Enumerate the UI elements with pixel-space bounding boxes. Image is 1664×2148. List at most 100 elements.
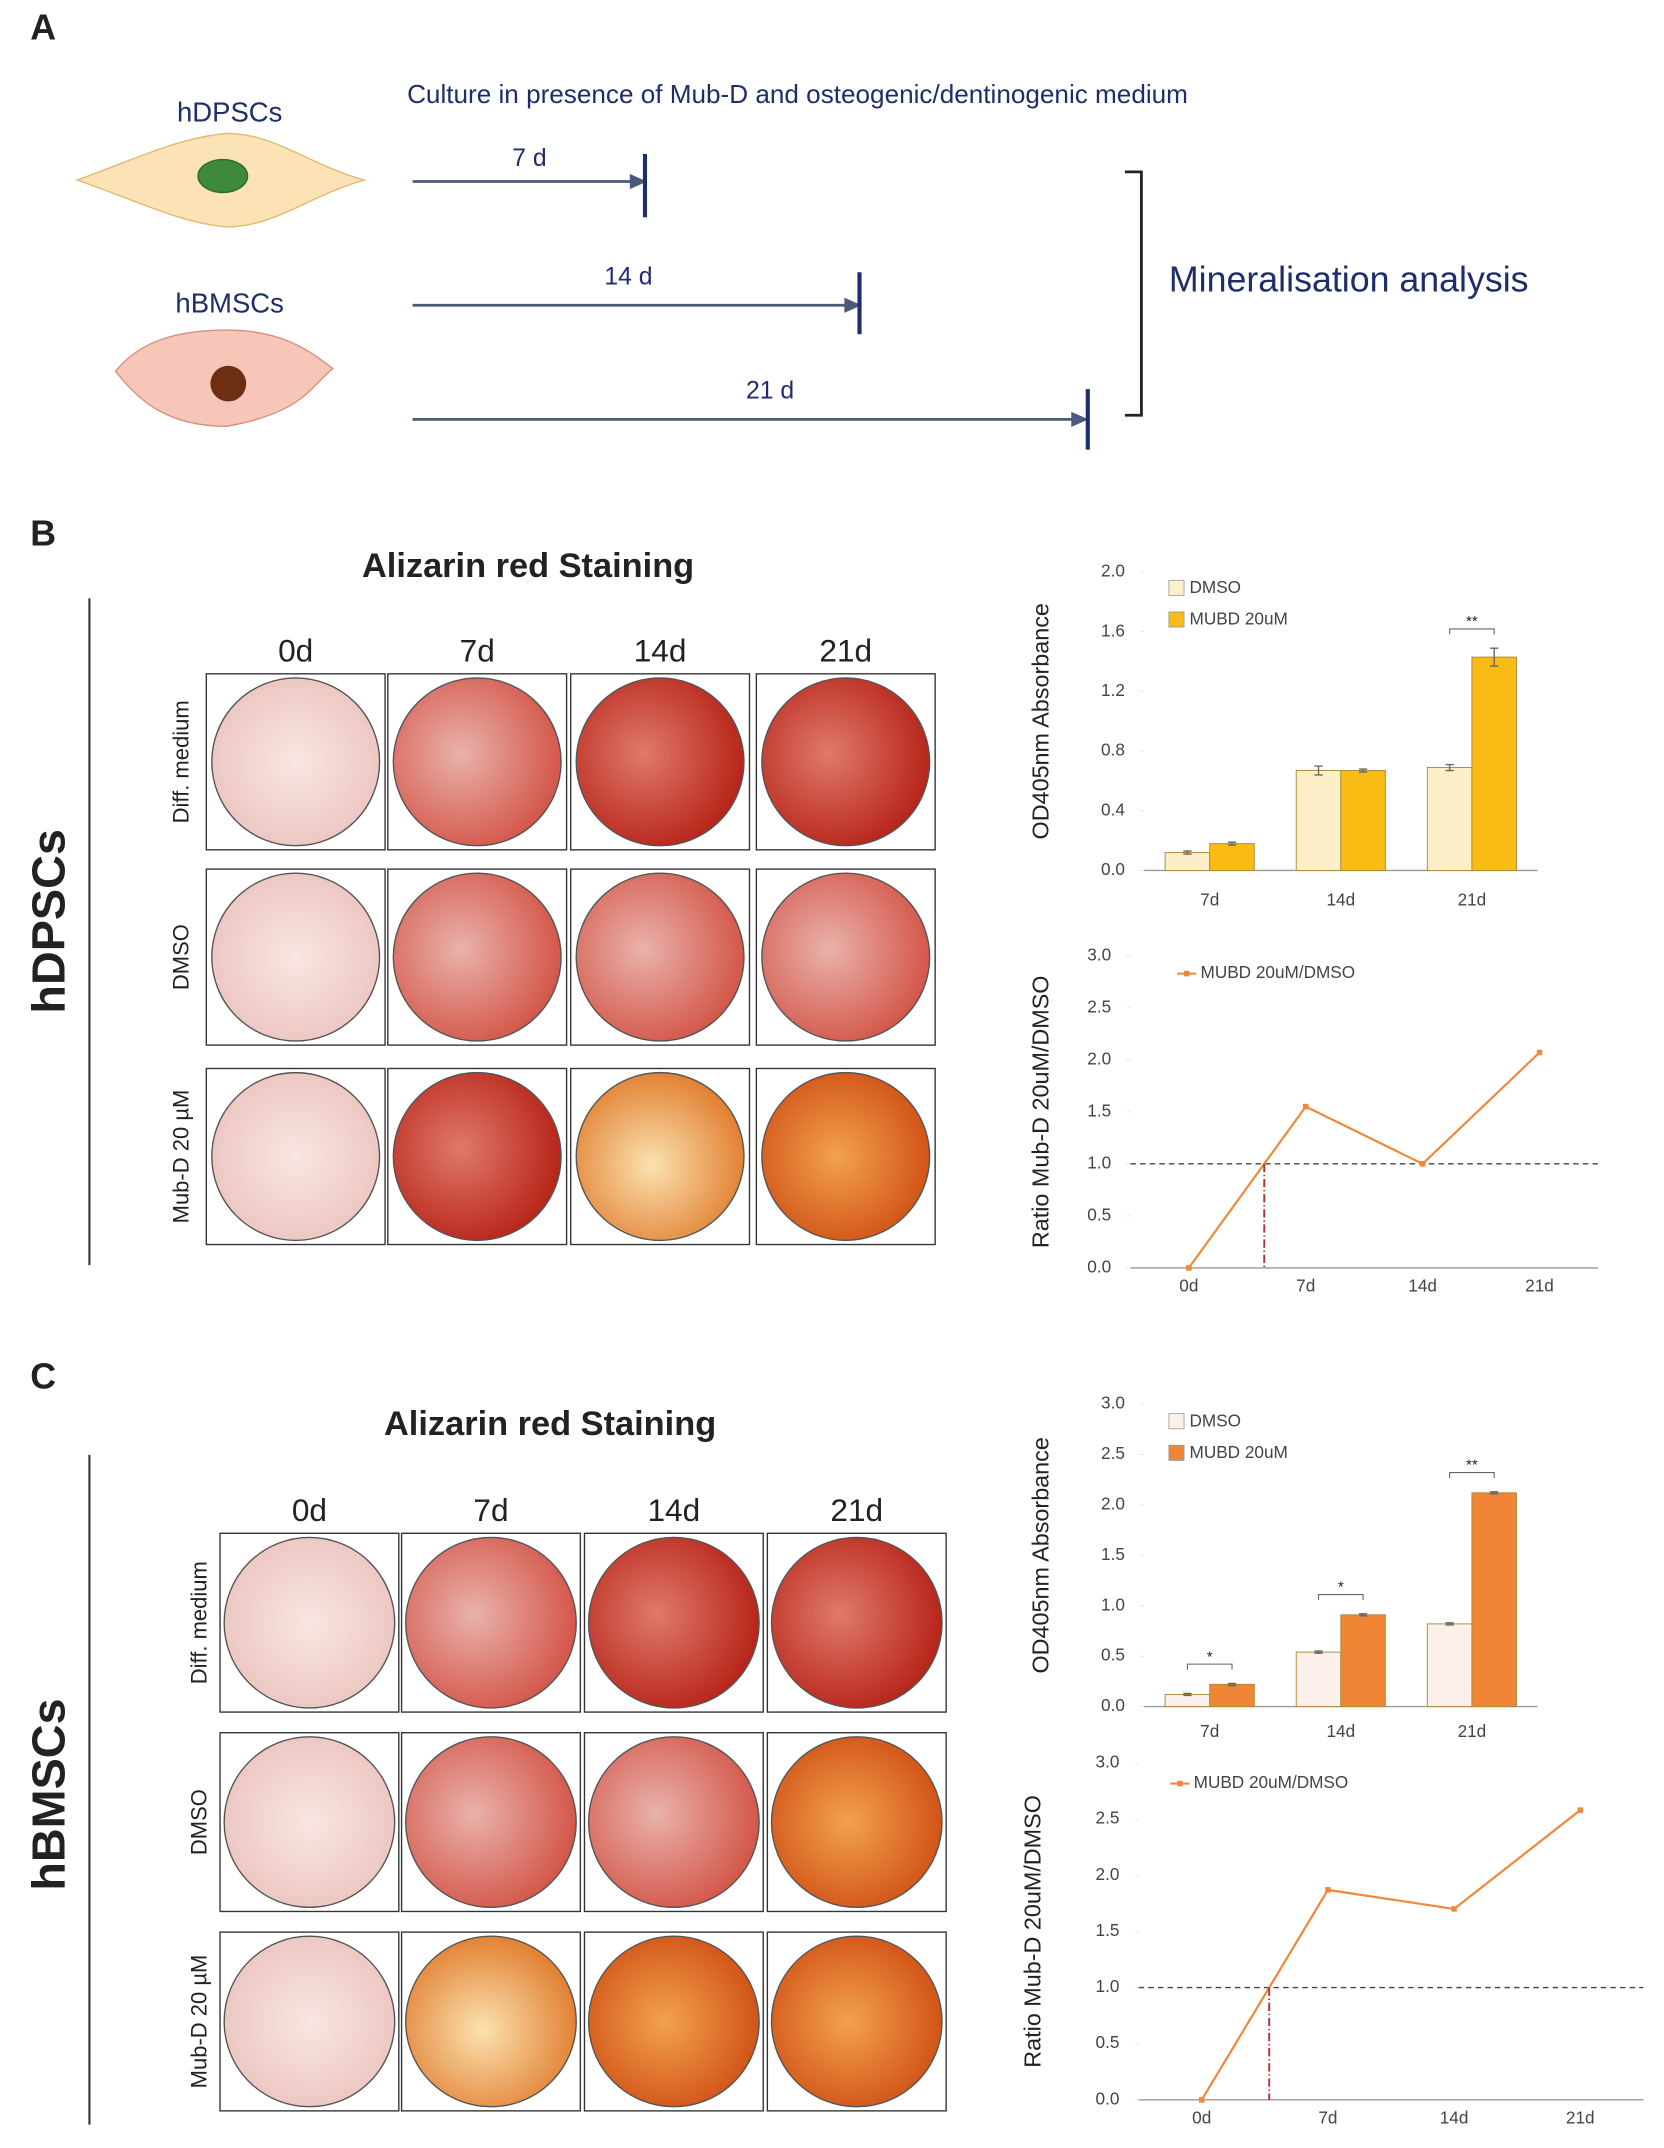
y-tick-label: 1.5 [1101, 1544, 1125, 1564]
y-tick-label: 0.0 [1087, 1256, 1111, 1276]
bracket [1124, 170, 1143, 417]
y-tick-label: 2.5 [1096, 1808, 1120, 1828]
y-tick-label: 1.0 [1087, 1152, 1111, 1172]
cell-type: hDPSCs [177, 96, 282, 127]
x-tick-label: 0d [1192, 2108, 1211, 2128]
well [575, 1071, 745, 1242]
error-bar [1314, 765, 1323, 776]
staining-title: Alizarin red Staining [362, 547, 694, 585]
cell-type: hBMSCs [23, 1698, 75, 1890]
column-header: 14d [647, 1492, 700, 1528]
well [211, 1071, 381, 1242]
error-bar [1358, 768, 1368, 773]
well [770, 1536, 943, 1709]
y-tick-label: 0.5 [1096, 2032, 1120, 2052]
bar [1295, 1651, 1342, 1708]
significance-bracket [1186, 1663, 1233, 1670]
y-tick-label: 2.0 [1096, 1864, 1120, 1884]
y-tick-label: 3.0 [1101, 1393, 1125, 1413]
bar [1209, 1683, 1255, 1708]
y-tick-label: 1.0 [1101, 1594, 1125, 1614]
legend-label: DMSO [1190, 577, 1242, 597]
well [392, 1071, 562, 1242]
error-bar [1445, 763, 1454, 772]
well [575, 872, 745, 1042]
bar [1426, 767, 1473, 871]
y-tick-label: 2.0 [1101, 1493, 1125, 1513]
well [405, 1536, 577, 1709]
y-tick-label: 1.0 [1096, 1976, 1120, 1996]
bar [1471, 656, 1517, 871]
point [1302, 1103, 1309, 1110]
y-tick-label: 0.4 [1101, 799, 1125, 819]
well [761, 1071, 931, 1242]
y-axis-label: Ratio Mub-D 20uM/DMSO [1028, 976, 1054, 1249]
point [1451, 1906, 1457, 1912]
point [1198, 2097, 1205, 2103]
error-bar [1227, 1682, 1237, 1687]
nucleus [210, 365, 247, 402]
y-tick-label: 1.5 [1096, 1920, 1120, 1940]
bar [1209, 843, 1255, 871]
error-bar [1490, 1491, 1499, 1495]
column-header: 7d [473, 1492, 508, 1528]
well [575, 677, 745, 847]
well [211, 872, 381, 1042]
outcome: Mineralisation analysis [1169, 259, 1529, 299]
error-bar [1183, 1692, 1192, 1697]
x-tick-label: 7d [1200, 1721, 1219, 1741]
legend-swatch [1168, 579, 1185, 596]
y-tick-label: 2.5 [1087, 996, 1111, 1016]
x-tick-label: 14d [1326, 889, 1355, 909]
significance-label: * [1338, 1579, 1344, 1596]
row-label: Mub-D 20 µM [187, 1955, 212, 2089]
y-tick-label: 1.6 [1101, 620, 1125, 640]
bar [1471, 1492, 1517, 1708]
y-axis-label: Ratio Mub-D 20uM/DMSO [1019, 1795, 1045, 2068]
x-tick-label: 7d [1200, 889, 1219, 909]
legend-label: MUBD 20uM [1190, 609, 1288, 629]
x-tick-label: 21d [1458, 889, 1487, 909]
column-header: 21d [830, 1492, 883, 1528]
y-tick-label: 0.0 [1101, 1695, 1125, 1715]
legend-swatch [1168, 1444, 1185, 1461]
column-header: 0d [292, 1492, 327, 1528]
x-tick-label: 14d [1408, 1276, 1437, 1296]
well [770, 1736, 943, 1909]
y-tick-label: 0.5 [1087, 1204, 1111, 1224]
bar [1164, 852, 1211, 871]
y-tick-label: 0.8 [1101, 740, 1125, 760]
panel-label: C [30, 1357, 56, 1397]
significance-label: ** [1466, 1457, 1478, 1474]
point [1577, 1807, 1584, 1813]
column-header: 7d [460, 633, 495, 669]
row-label: Mub-D 20 µM [169, 1090, 194, 1224]
error-bar [1490, 647, 1499, 667]
legend-label: MUBD 20uM [1190, 1442, 1288, 1462]
well [405, 1935, 577, 2108]
timepoint: 7 d [512, 145, 546, 172]
y-axis-label: OD405nm Absorbance [1028, 1437, 1054, 1673]
point [1419, 1161, 1426, 1167]
well [761, 872, 931, 1042]
error-bar [1358, 1613, 1368, 1617]
significance-bracket [1449, 628, 1495, 635]
y-tick-label: 2.0 [1087, 1048, 1111, 1068]
well [587, 1935, 760, 2108]
bar [1340, 1614, 1386, 1708]
x-tick-label: 21d [1525, 1276, 1554, 1296]
significance-bracket [1317, 1593, 1364, 1601]
well [392, 677, 562, 847]
bar [1340, 770, 1386, 871]
y-tick-label: 2.5 [1101, 1443, 1125, 1463]
legend-label: MUBD 20uM/DMSO [1201, 962, 1356, 982]
legend-label: DMSO [1190, 1410, 1242, 1430]
staining-title: Alizarin red Staining [384, 1405, 716, 1443]
x-tick-label: 7d [1318, 2108, 1337, 2128]
y-tick-label: 1.5 [1087, 1100, 1111, 1120]
row-label: Diff. medium [187, 1561, 212, 1684]
column-header: 21d [819, 633, 872, 669]
x-tick-label: 14d [1326, 1721, 1355, 1741]
